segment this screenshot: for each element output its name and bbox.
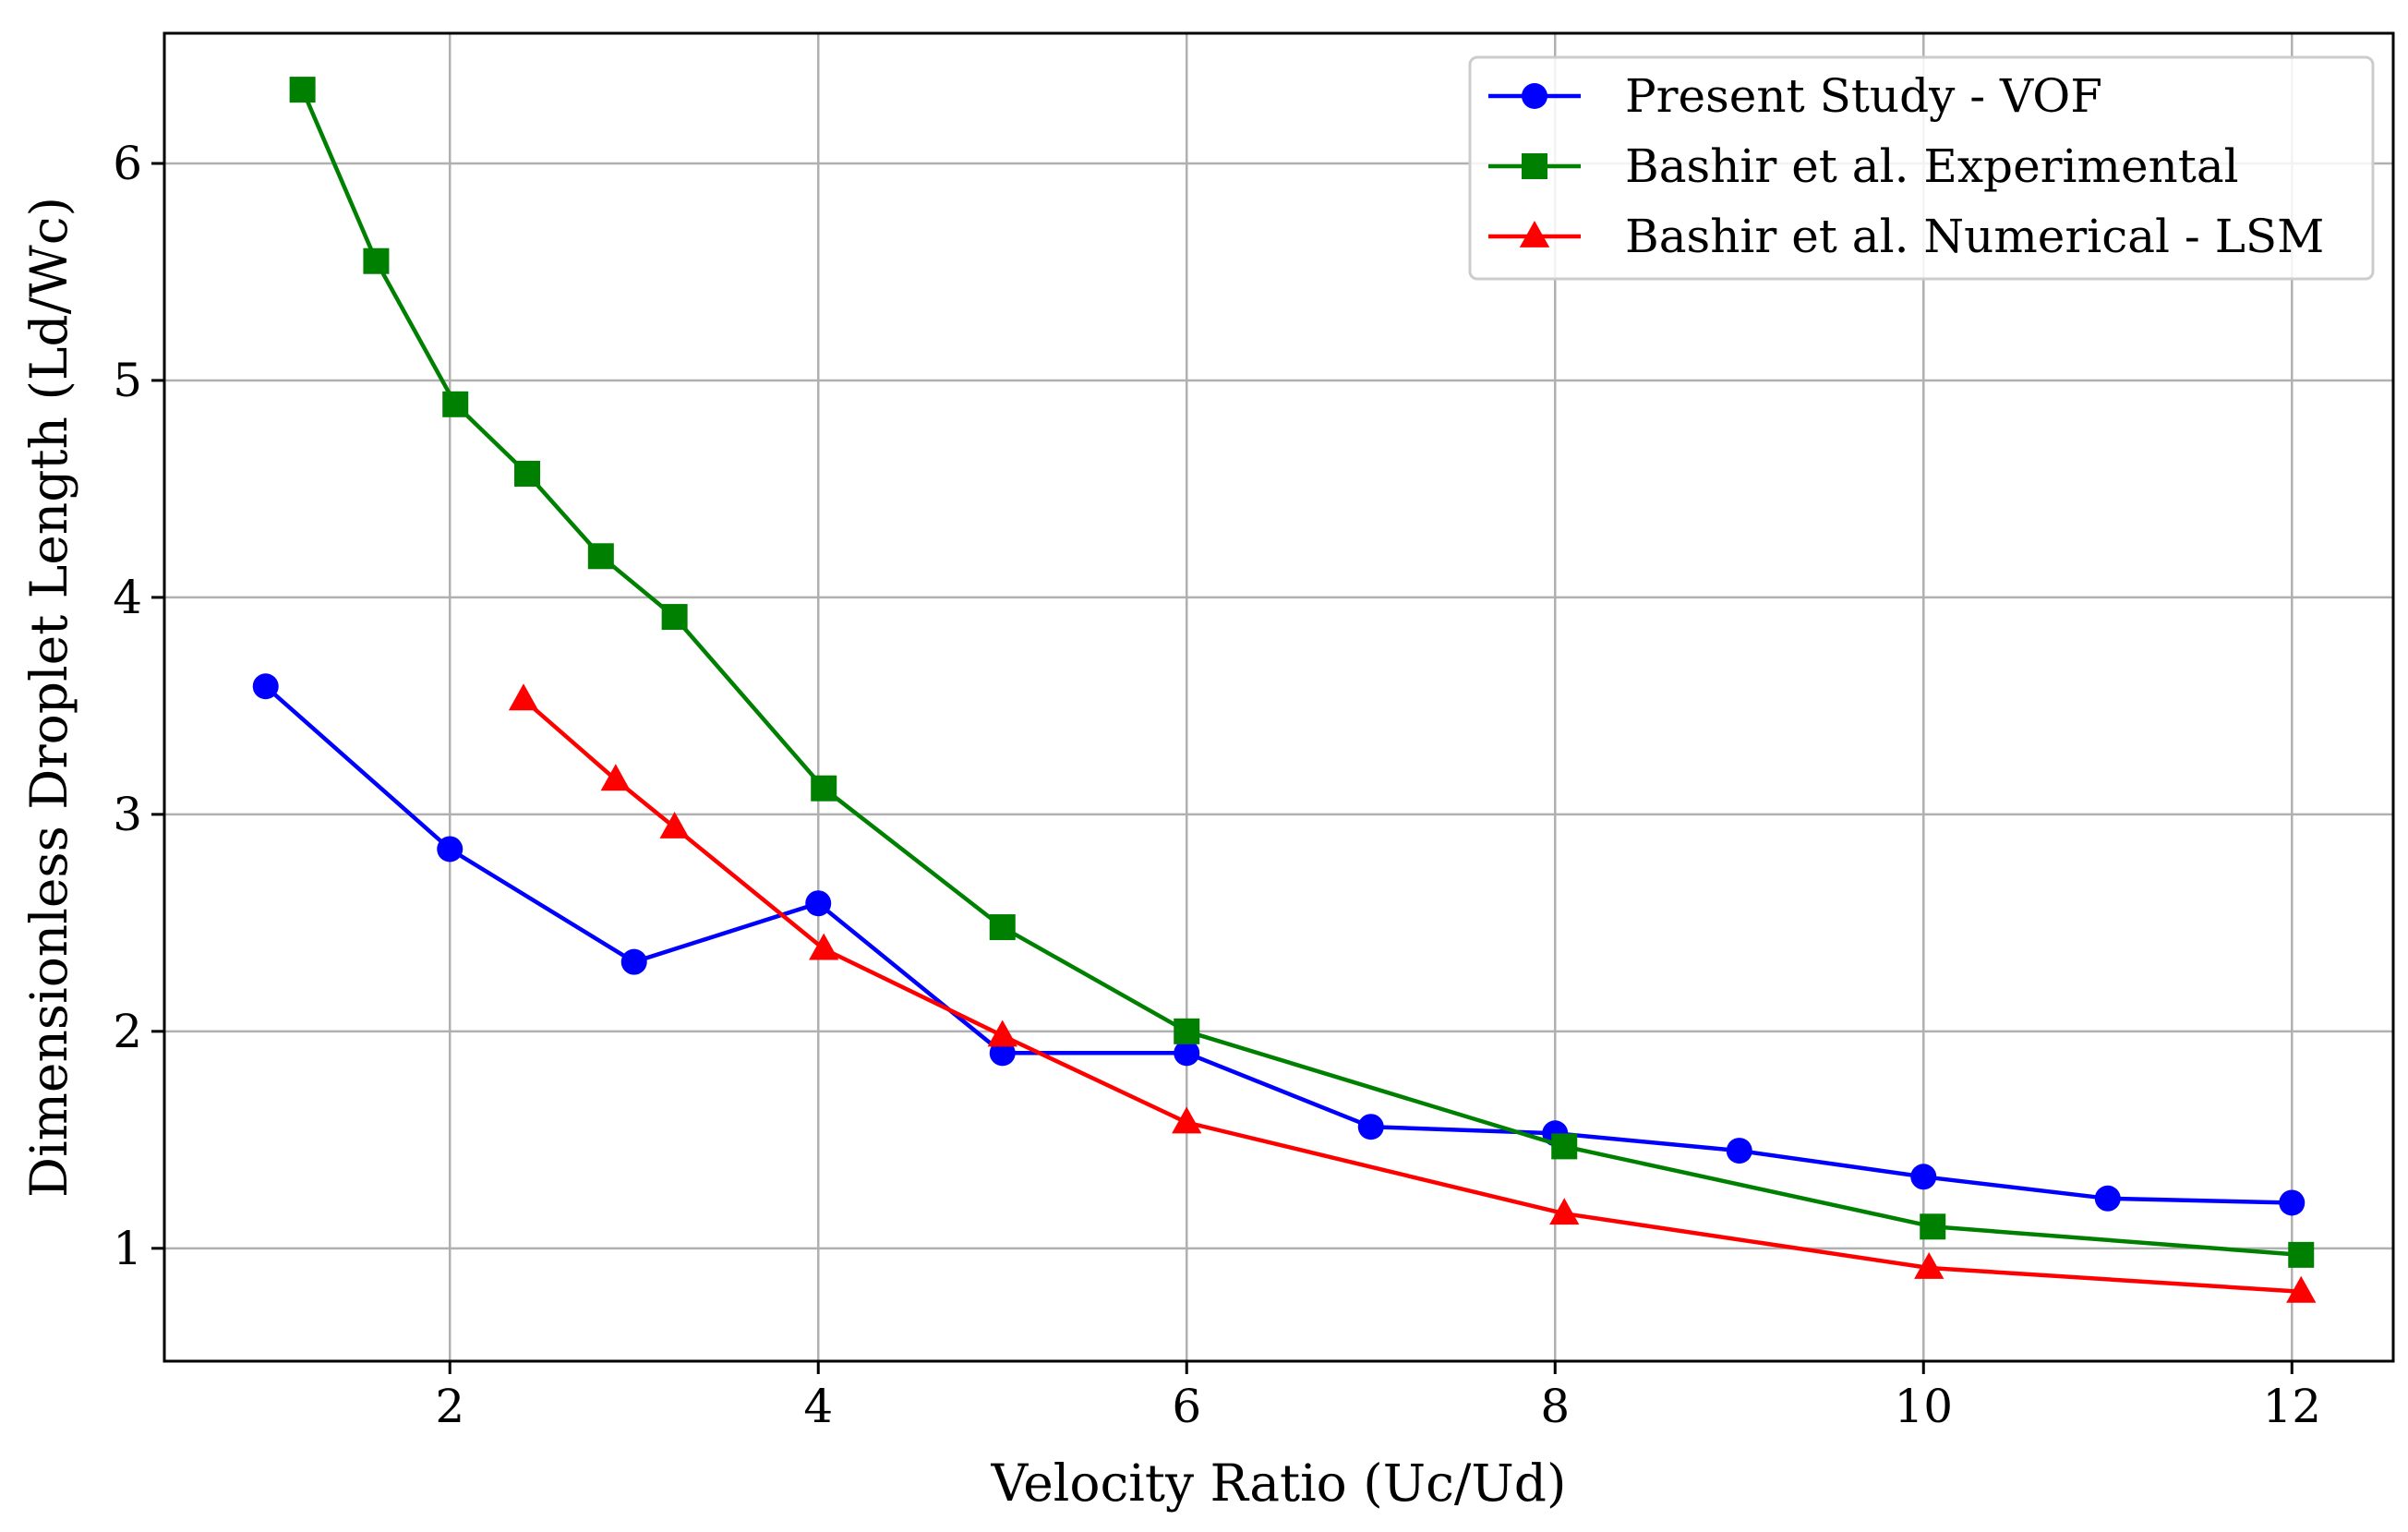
data-point-present-study-vof bbox=[252, 673, 279, 700]
series-line-bashir-et-al-experimental bbox=[300, 89, 2302, 1258]
data-point-bashir-et-al-numerical-lsm bbox=[659, 812, 690, 838]
data-point-bashir-et-al-experimental bbox=[442, 391, 469, 417]
legend-box bbox=[1468, 55, 2375, 281]
legend-marker bbox=[1522, 153, 1547, 179]
legend-label: Present Study - VOF bbox=[1625, 69, 2102, 123]
data-point-bashir-et-al-numerical-lsm bbox=[1914, 1252, 1944, 1279]
data-point-bashir-et-al-experimental bbox=[989, 914, 1016, 941]
legend-marker bbox=[1519, 221, 1550, 247]
data-point-bashir-et-al-experimental bbox=[1920, 1213, 1946, 1240]
data-point-present-study-vof bbox=[2094, 1185, 2121, 1212]
data-point-bashir-et-al-experimental bbox=[587, 543, 614, 570]
series-bashir-et-al-experimental bbox=[289, 77, 2315, 1268]
legend-marker bbox=[1522, 83, 1547, 109]
data-point-bashir-et-al-numerical-lsm bbox=[1172, 1106, 1202, 1134]
data-point-bashir-et-al-numerical-lsm bbox=[508, 683, 539, 711]
legend-label: Bashir et al. Numerical - LSM bbox=[1625, 210, 2324, 263]
data-point-bashir-et-al-experimental bbox=[1551, 1133, 1578, 1160]
data-point-present-study-vof bbox=[620, 948, 647, 975]
y-tick-label: 1 bbox=[113, 1222, 142, 1275]
data-point-bashir-et-al-experimental bbox=[2288, 1241, 2315, 1268]
y-tick-label: 6 bbox=[113, 137, 142, 190]
data-point-present-study-vof bbox=[1357, 1114, 1384, 1140]
data-point-bashir-et-al-numerical-lsm bbox=[1549, 1198, 1580, 1225]
x-tick-label: 2 bbox=[435, 1380, 464, 1433]
y-tick-label: 3 bbox=[113, 788, 142, 841]
series-line-present-study-vof bbox=[264, 684, 2293, 1205]
series-layer bbox=[252, 77, 2317, 1303]
data-point-bashir-et-al-numerical-lsm bbox=[809, 933, 839, 960]
y-tick-label: 5 bbox=[113, 354, 142, 407]
data-point-present-study-vof bbox=[1910, 1164, 1937, 1190]
data-point-bashir-et-al-numerical-lsm bbox=[987, 1019, 1017, 1047]
data-point-present-study-vof bbox=[2279, 1189, 2306, 1216]
grid bbox=[164, 33, 2393, 1361]
data-point-bashir-et-al-numerical-lsm bbox=[600, 764, 631, 791]
series-bashir-et-al-numerical-lsm bbox=[508, 683, 2317, 1303]
y-tick-label: 2 bbox=[113, 1005, 142, 1058]
legend-item-bashir-et-al-numerical-lsm: Bashir et al. Numerical - LSM bbox=[1488, 210, 2324, 263]
x-tick-label: 12 bbox=[2262, 1380, 2321, 1433]
data-point-bashir-et-al-experimental bbox=[289, 77, 316, 103]
data-point-bashir-et-al-experimental bbox=[811, 775, 837, 802]
y-axis-label: Dimensionless Droplet Length (Ld/Wc) bbox=[19, 197, 78, 1198]
x-tick-label: 6 bbox=[1172, 1380, 1201, 1433]
data-point-bashir-et-al-numerical-lsm bbox=[2286, 1275, 2317, 1303]
legend-label: Bashir et al. Experimental bbox=[1625, 139, 2239, 193]
legend-entries: Present Study - VOF Bashir et al. Experim… bbox=[1488, 69, 2324, 263]
y-tick-label: 4 bbox=[113, 571, 142, 624]
data-point-present-study-vof bbox=[1726, 1138, 1752, 1164]
plot-frame bbox=[163, 31, 2395, 1363]
data-point-bashir-et-al-experimental bbox=[514, 460, 541, 487]
x-tick-label: 10 bbox=[1894, 1380, 1953, 1433]
legend: Present Study - VOF Bashir et al. Experim… bbox=[1468, 55, 2375, 281]
data-point-present-study-vof bbox=[805, 890, 832, 917]
x-axis-label: Velocity Ratio (Uc/Ud) bbox=[991, 1454, 1567, 1513]
data-point-bashir-et-al-experimental bbox=[363, 247, 390, 274]
legend-item-bashir-et-al-experimental: Bashir et al. Experimental bbox=[1488, 139, 2239, 193]
data-point-present-study-vof bbox=[1174, 1040, 1200, 1067]
legend-item-present-study-vof: Present Study - VOF bbox=[1488, 69, 2102, 123]
data-point-bashir-et-al-experimental bbox=[1174, 1018, 1200, 1044]
data-point-bashir-et-al-experimental bbox=[661, 604, 688, 631]
data-point-present-study-vof bbox=[437, 836, 464, 863]
x-tick-label: 8 bbox=[1540, 1380, 1570, 1433]
x-tick-label: 4 bbox=[803, 1380, 833, 1433]
